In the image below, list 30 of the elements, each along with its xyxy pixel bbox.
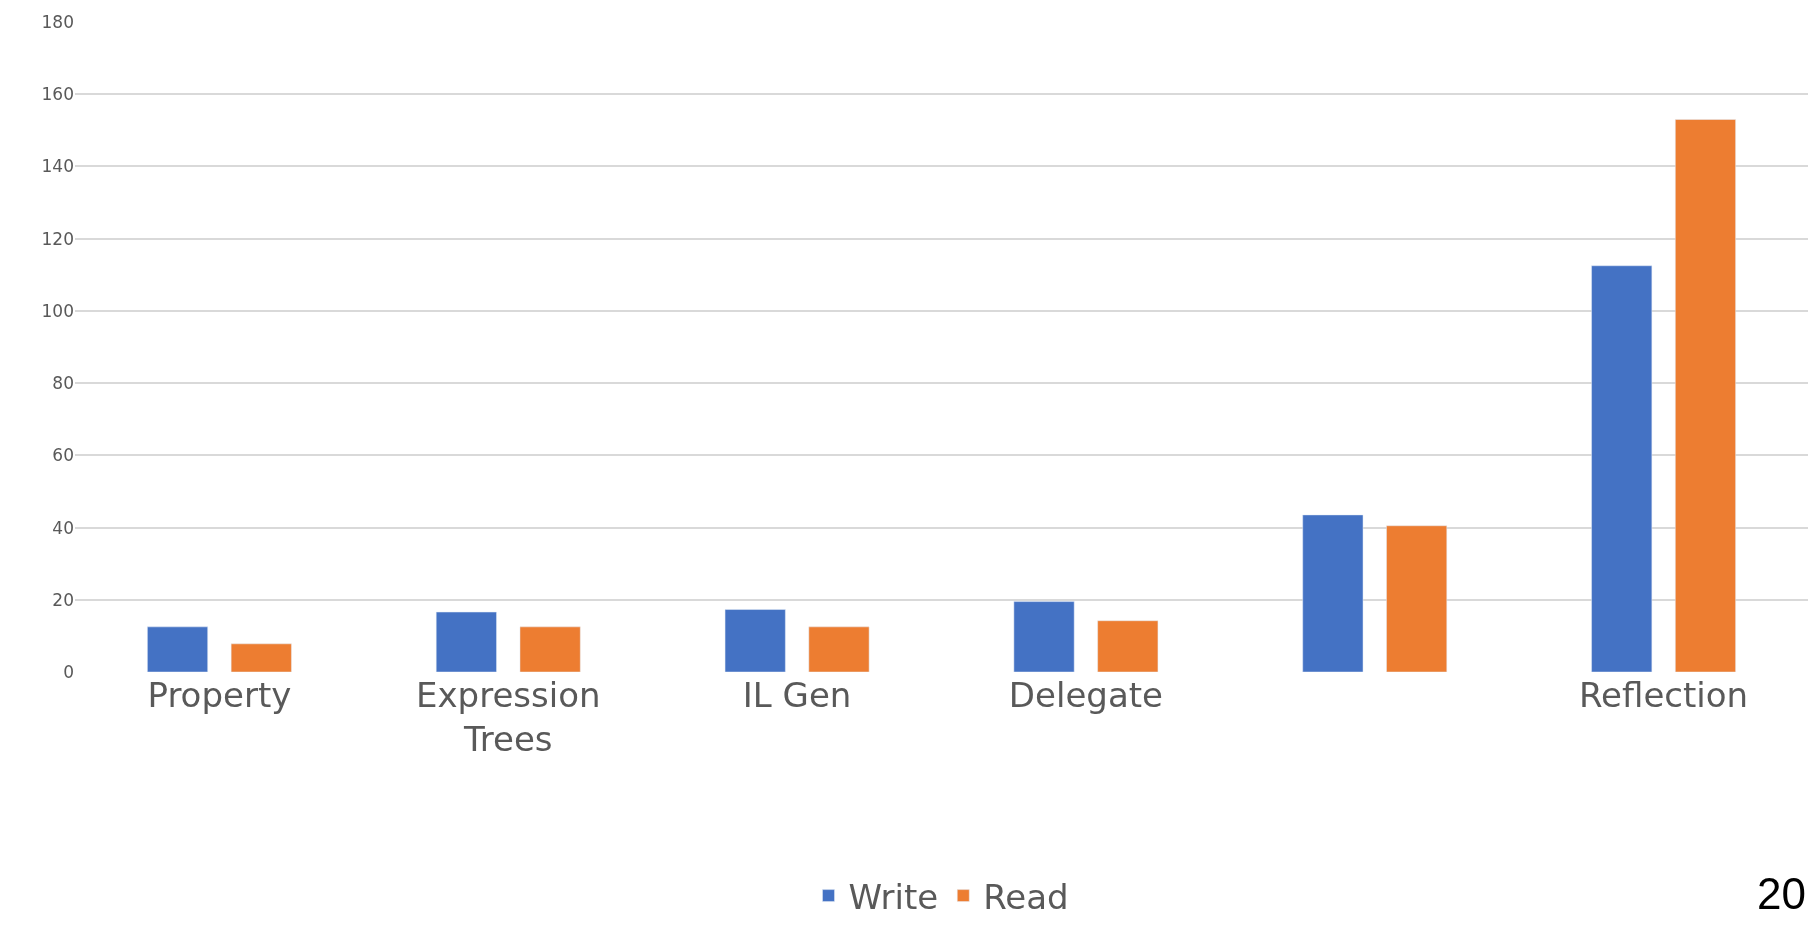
y-tick-label: 80 bbox=[52, 373, 74, 394]
y-tick-label: 20 bbox=[52, 589, 74, 610]
bar bbox=[519, 626, 581, 672]
y-tick-label: 160 bbox=[41, 84, 74, 105]
y-tick-label: 120 bbox=[41, 228, 74, 249]
y-tick-label: 180 bbox=[41, 11, 74, 32]
bar bbox=[1675, 119, 1736, 672]
bar bbox=[808, 626, 870, 672]
x-tick-label: Delegate bbox=[1008, 675, 1163, 715]
bar bbox=[435, 611, 497, 672]
bar bbox=[230, 643, 292, 672]
bar bbox=[1386, 525, 1448, 672]
bar bbox=[1013, 601, 1075, 672]
y-tick-label: 40 bbox=[52, 517, 74, 538]
x-tick-label: Reflection bbox=[1578, 675, 1749, 715]
y-tick-label: 0 bbox=[63, 661, 74, 682]
legend-label: Read bbox=[983, 876, 1069, 917]
bar bbox=[1302, 514, 1364, 672]
x-tick-label: Expression Trees bbox=[415, 675, 601, 760]
y-tick-label: 100 bbox=[41, 300, 74, 321]
y-tick-label: 140 bbox=[41, 156, 74, 177]
text: 20 bbox=[1757, 869, 1806, 918]
x-tick-label: Property bbox=[147, 675, 292, 715]
legend-label: Write bbox=[848, 876, 939, 917]
bar bbox=[147, 626, 208, 672]
bar bbox=[724, 609, 786, 672]
bar bbox=[1591, 265, 1653, 672]
x-tick-label: IL Gen bbox=[742, 675, 852, 715]
y-tick-label: 60 bbox=[52, 445, 74, 466]
bar bbox=[1097, 620, 1159, 672]
